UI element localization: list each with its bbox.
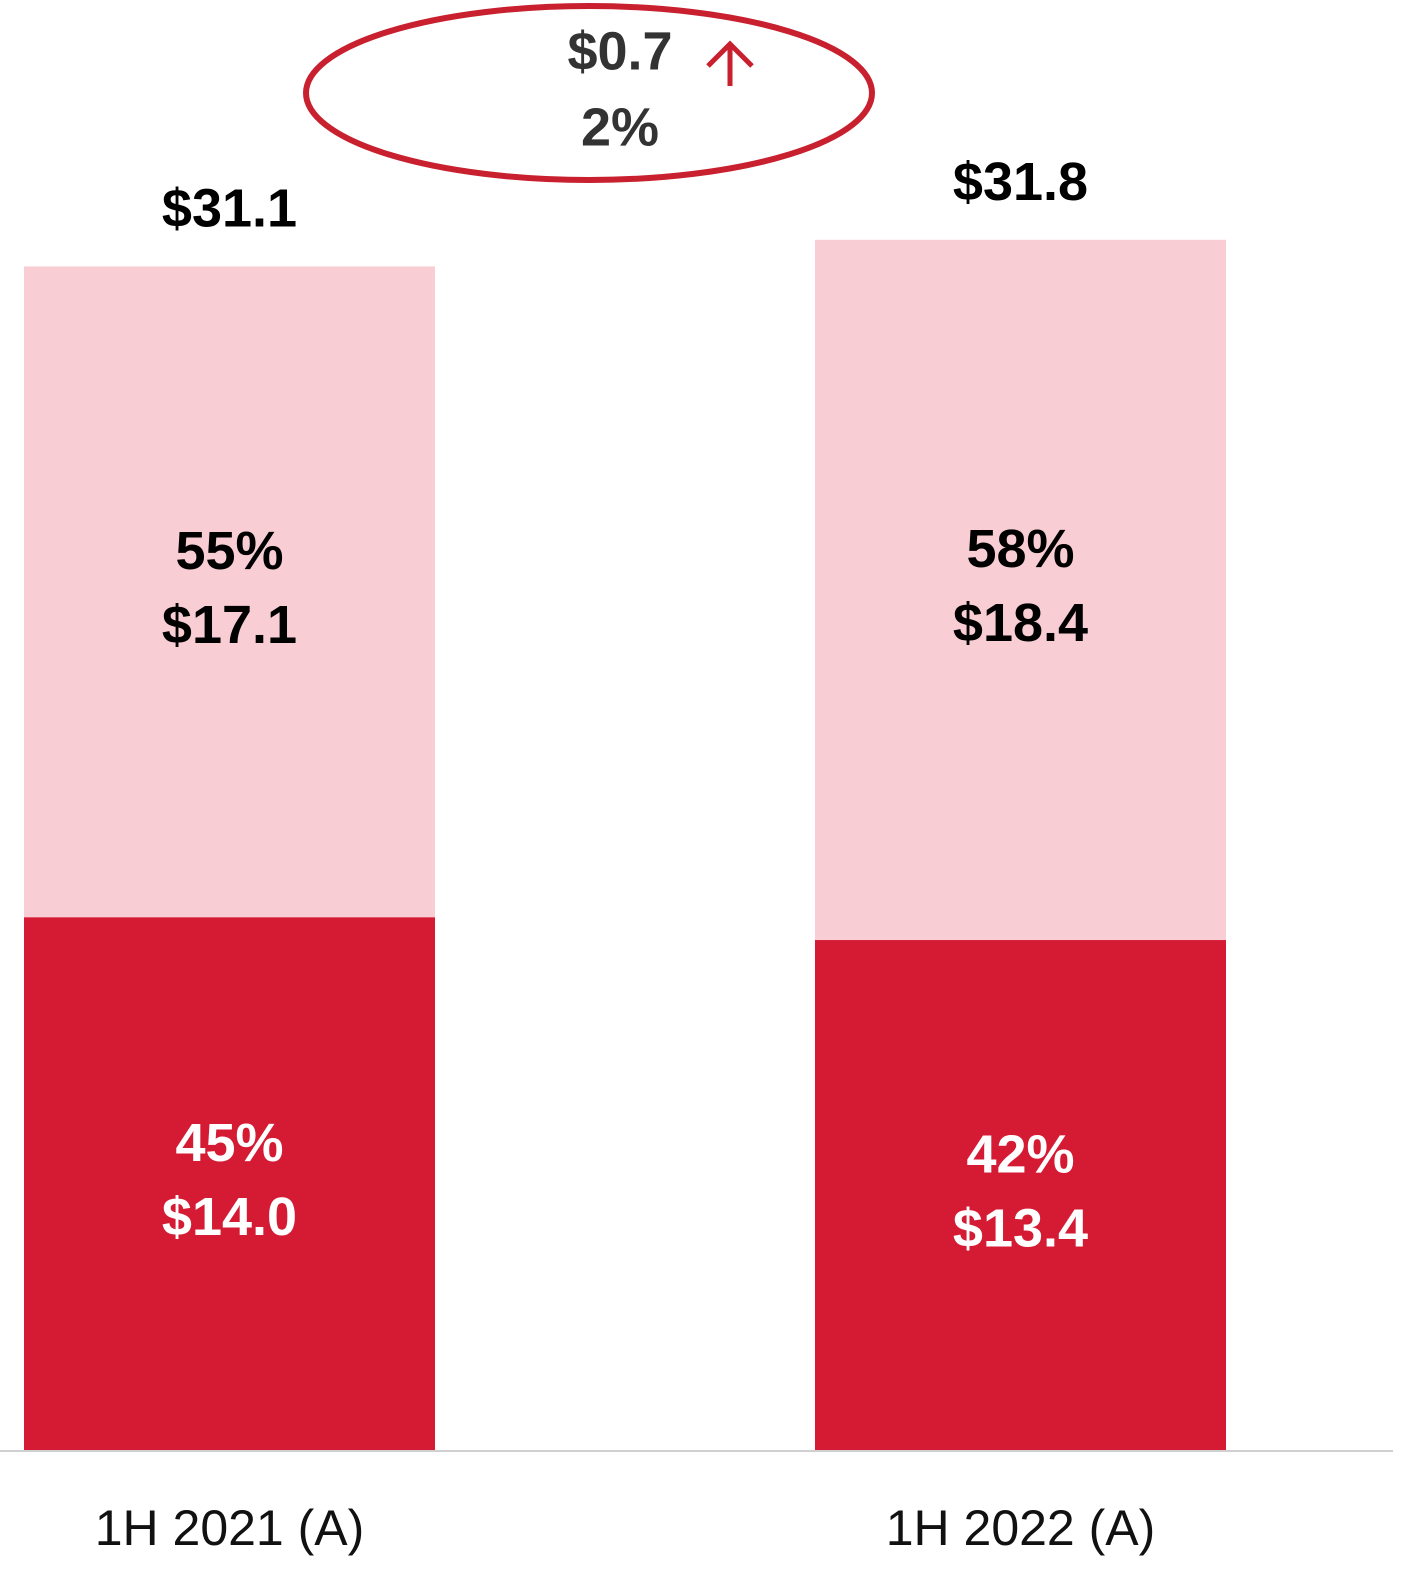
x-tick-label: 1H 2022 (A) xyxy=(886,1500,1156,1556)
value-label: $18.4 xyxy=(953,593,1088,653)
share-label: 45% xyxy=(175,1113,283,1173)
value-label: $17.1 xyxy=(162,595,297,655)
total-label: $31.8 xyxy=(953,152,1088,212)
value-label: $14.0 xyxy=(162,1187,297,1247)
share-label: 58% xyxy=(966,519,1074,579)
bar-segment xyxy=(24,917,435,1450)
total-label: $31.1 xyxy=(162,179,297,239)
up-arrow xyxy=(706,40,754,86)
share-label: 42% xyxy=(966,1124,1074,1184)
annotation-percent: 2% xyxy=(581,97,659,157)
value-label: $13.4 xyxy=(953,1198,1088,1258)
share-label: 55% xyxy=(175,521,283,581)
annotation-ellipse xyxy=(303,3,875,183)
bar-segment xyxy=(24,266,435,918)
annotation-change: $0.7 xyxy=(567,21,672,81)
bar-segment xyxy=(815,940,1226,1450)
x-tick-label: 1H 2021 (A) xyxy=(95,1500,365,1556)
bar-segment xyxy=(815,239,1226,941)
